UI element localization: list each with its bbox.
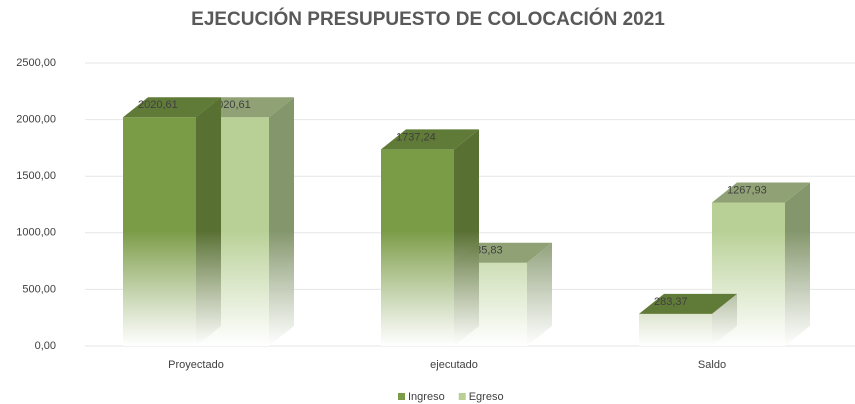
bar-top	[639, 293, 737, 314]
bar-side	[269, 97, 294, 347]
y-tick-label: 2500,00	[16, 57, 56, 69]
bar	[123, 117, 196, 347]
value-label: 1737,24	[396, 131, 436, 143]
bar-side	[527, 242, 552, 346]
value-label: 1267,93	[727, 184, 767, 196]
value-label: 283,37	[654, 296, 688, 308]
y-tick-label: 500,00	[22, 283, 56, 295]
legend-swatch	[458, 393, 466, 400]
y-tick-label: 2000,00	[16, 114, 56, 126]
legend-label: Egreso	[469, 391, 504, 403]
y-tick-label: 1000,00	[16, 227, 56, 239]
bar-top	[712, 182, 810, 203]
bar-top	[381, 129, 479, 150]
bar	[381, 149, 454, 346]
value-label: 2020,61	[138, 99, 178, 111]
bar	[639, 313, 712, 346]
bar-side	[785, 182, 810, 346]
chart-title: EJECUCIÓN PRESUPUESTO DE COLOCACIÓN 2021	[191, 8, 665, 30]
y-tick-label: 0,00	[35, 340, 56, 352]
x-tick-label: ejecutado	[430, 359, 478, 371]
x-tick-label: Proyectado	[168, 359, 224, 371]
bar-top	[123, 97, 221, 118]
legend-label: Ingreso	[408, 391, 445, 403]
y-tick-label: 1500,00	[16, 170, 56, 182]
x-tick-label: Saldo	[698, 359, 726, 371]
bar-side	[196, 97, 221, 347]
bar-side	[712, 293, 737, 346]
bar-side	[454, 129, 479, 346]
legend-swatch	[398, 393, 405, 400]
